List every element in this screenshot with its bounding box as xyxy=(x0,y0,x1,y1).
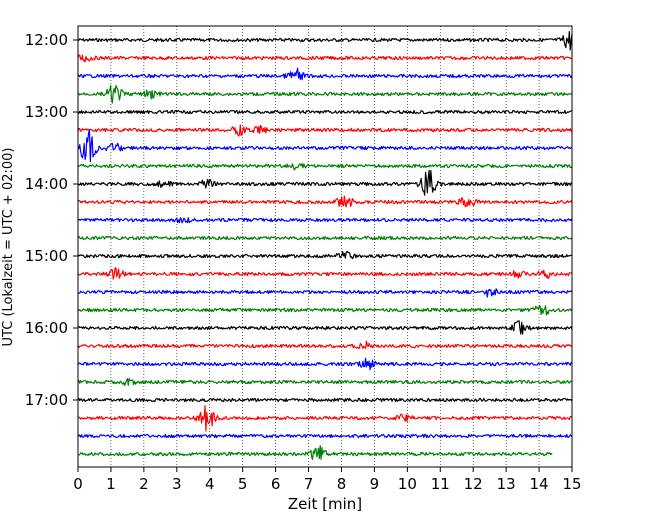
x-axis-label: Zeit [min] xyxy=(288,495,362,513)
x-tick-label: 1 xyxy=(106,475,116,493)
trace-1615 xyxy=(77,340,573,350)
seismic-traces xyxy=(77,31,573,461)
trace-1430 xyxy=(77,217,573,224)
trace-1515 xyxy=(77,267,573,280)
trace-1500 xyxy=(77,250,573,260)
x-tick-label: 12 xyxy=(464,475,483,493)
y-tick-label: 15:00 xyxy=(25,247,68,265)
trace-1445 xyxy=(77,235,573,241)
x-tick-label: 3 xyxy=(172,475,182,493)
trace-1200 xyxy=(77,31,573,51)
x-tick-label: 14 xyxy=(530,475,549,493)
trace-1545 xyxy=(77,304,573,316)
trace-1700 xyxy=(77,397,573,403)
x-tick-label: 11 xyxy=(431,475,450,493)
x-axis-ticks: 0 1 2 3 4 5 6 7 8 9 10 11 12 13 14 15 xyxy=(73,467,582,493)
trace-1230 xyxy=(77,67,573,81)
trace-1715 xyxy=(77,405,573,432)
y-axis-label: UTC (Lokalzeit = UTC + 02:00) xyxy=(1,148,16,347)
x-tick-label: 8 xyxy=(337,475,347,493)
trace-1415 xyxy=(77,195,573,208)
x-tick-label: 9 xyxy=(370,475,380,493)
trace-1345 xyxy=(77,162,573,171)
trace-1315 xyxy=(77,124,573,137)
x-tick-label: 15 xyxy=(562,475,581,493)
trace-1215 xyxy=(77,54,573,63)
trace-1530 xyxy=(77,288,573,298)
x-tick-label: 5 xyxy=(238,475,248,493)
trace-1330 xyxy=(77,129,573,163)
x-tick-label: 6 xyxy=(271,475,281,493)
x-tick-label: 0 xyxy=(73,475,83,493)
y-tick-label: 16:00 xyxy=(25,319,68,337)
trace-1630 xyxy=(77,357,573,371)
y-tick-label: 14:00 xyxy=(25,175,68,193)
x-tick-label: 4 xyxy=(205,475,215,493)
y-axis-ticks: 12:00 13:00 14:00 15:00 16:00 17:00 xyxy=(25,31,78,409)
y-tick-label: 12:00 xyxy=(25,31,68,49)
trace-1245 xyxy=(77,84,573,104)
y-tick-label: 13:00 xyxy=(25,103,68,121)
trace-1645 xyxy=(77,377,573,386)
x-tick-label: 10 xyxy=(398,475,417,493)
trace-1400 xyxy=(77,169,573,196)
plot-frame xyxy=(77,25,573,468)
trace-1600 xyxy=(77,320,573,335)
trace-1745 xyxy=(77,444,553,461)
x-tick-label: 7 xyxy=(304,475,314,493)
x-tick-label: 13 xyxy=(497,475,516,493)
trace-1300 xyxy=(77,109,573,115)
trace-1730 xyxy=(77,433,573,439)
x-tick-label: 2 xyxy=(139,475,149,493)
y-tick-label: 17:00 xyxy=(25,391,68,409)
